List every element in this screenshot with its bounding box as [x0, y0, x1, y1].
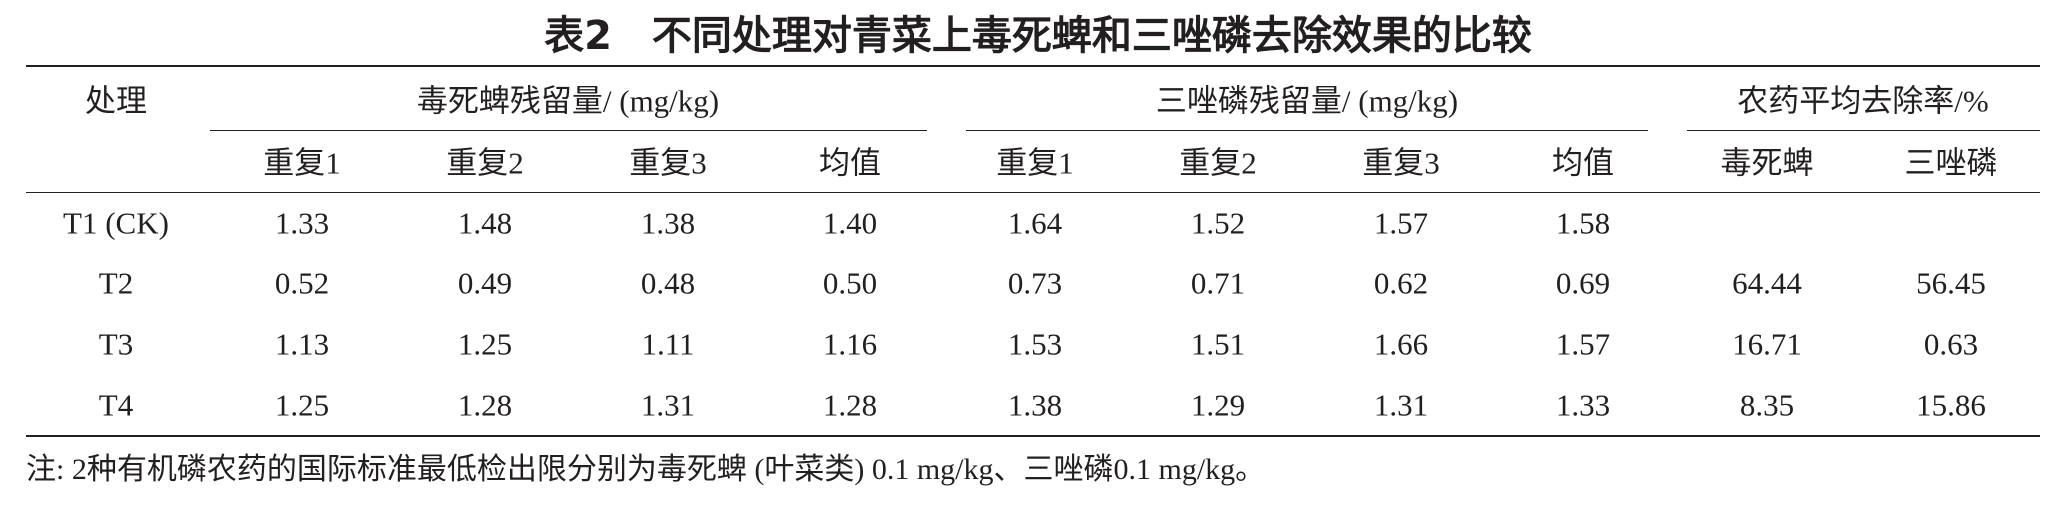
cell: 1.40: [822, 205, 878, 241]
cell: 1.33: [1555, 387, 1611, 423]
cell: 0.62: [1373, 265, 1429, 301]
cell: 1.53: [1007, 326, 1063, 362]
cell: 1.57: [1555, 326, 1611, 362]
cell: 0.48: [640, 265, 696, 301]
top-rule: [26, 65, 2040, 67]
cell: 0.50: [822, 265, 878, 301]
cell: 1.31: [640, 387, 696, 423]
row-label-header: 处理: [85, 83, 147, 119]
cell: 0.73: [1007, 265, 1063, 301]
cell: 1.25: [457, 326, 513, 362]
cell: 1.11: [641, 326, 695, 362]
cell: 56.45: [1916, 265, 1986, 301]
cell: 1.31: [1373, 387, 1429, 423]
header-rule: [26, 192, 2040, 193]
cell: 1.33: [274, 205, 330, 241]
cell: 1.28: [822, 387, 878, 423]
table-title: 表2 不同处理对青菜上毒死蜱和三唑磷去除效果的比较: [544, 13, 1532, 59]
sub-header: 重复2: [446, 145, 524, 181]
cell: 0.63: [1923, 326, 1979, 362]
group-header: 毒死蜱残留量/ (mg/kg): [416, 83, 720, 119]
group-rule: [1687, 130, 2040, 131]
cell: 1.52: [1190, 205, 1246, 241]
cell: 0.52: [274, 265, 330, 301]
sub-header: 均值: [1552, 145, 1614, 181]
group-rule: [210, 130, 927, 131]
cell: 1.57: [1373, 205, 1429, 241]
cell: 64.44: [1732, 265, 1802, 301]
sub-header: 均值: [819, 145, 881, 181]
cell: 1.13: [274, 326, 330, 362]
cell: 0.49: [457, 265, 513, 301]
group-rule: [966, 130, 1648, 131]
cell: 16.71: [1732, 326, 1802, 362]
row-label: T2: [98, 265, 134, 301]
sub-header: 重复3: [1362, 145, 1440, 181]
cell: 1.29: [1190, 387, 1246, 423]
row-label: T4: [98, 387, 134, 423]
group-header: 三唑磷残留量/ (mg/kg): [1155, 83, 1459, 119]
row-label: T1 (CK): [63, 205, 169, 241]
sub-header: 重复2: [1179, 145, 1257, 181]
table-note: 注: 2种有机磷农药的国际标准最低检出限分别为毒死蜱 (叶菜类) 0.1 mg/…: [26, 453, 1266, 486]
cell: 0.69: [1555, 265, 1611, 301]
group-header: 农药平均去除率/%: [1737, 83, 1989, 119]
cell: 0.71: [1190, 265, 1246, 301]
cell: 1.64: [1007, 205, 1063, 241]
sub-header: 重复3: [629, 145, 707, 181]
sub-header: 重复1: [263, 145, 341, 181]
cell: 1.66: [1373, 326, 1429, 362]
cell: 1.48: [457, 205, 513, 241]
cell: 1.38: [1007, 387, 1063, 423]
cell: 1.51: [1190, 326, 1246, 362]
row-label: T3: [98, 326, 134, 362]
cell: 1.28: [457, 387, 513, 423]
cell: 1.38: [640, 205, 696, 241]
cell: 8.35: [1739, 387, 1795, 423]
cell: 1.16: [822, 326, 878, 362]
cell: 1.25: [274, 387, 330, 423]
sub-header: 重复1: [996, 145, 1074, 181]
sub-header: 毒死蜱: [1720, 145, 1814, 181]
cell: 15.86: [1916, 387, 1986, 423]
bottom-rule: [26, 435, 2040, 437]
cell: 1.58: [1555, 205, 1611, 241]
sub-header: 三唑磷: [1904, 145, 1998, 181]
